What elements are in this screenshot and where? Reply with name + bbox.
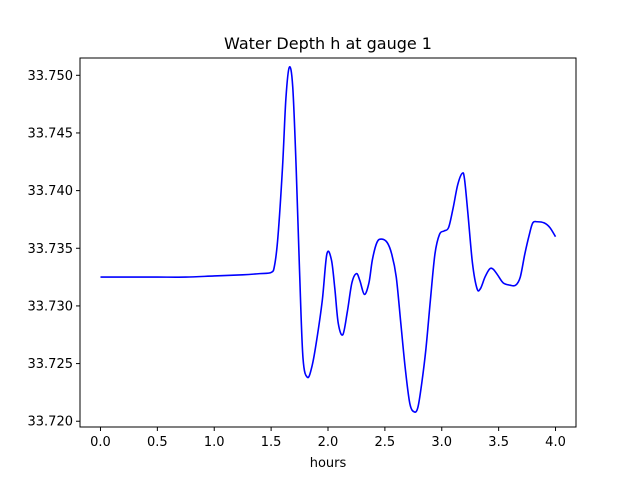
y-axis: 33.720 33.725 33.730 33.735 33.740 33.745 33.7… bbox=[28, 69, 80, 430]
y-tick-label: 33.725 bbox=[28, 357, 74, 372]
x-tick-label: 0.5 bbox=[147, 435, 168, 450]
y-tick-label: 33.745 bbox=[28, 126, 74, 141]
x-tick-label: 3.5 bbox=[488, 435, 509, 450]
x-tick-label: 3.0 bbox=[431, 435, 452, 450]
x-tick-label: 1.0 bbox=[204, 435, 225, 450]
y-tick-label: 33.740 bbox=[28, 184, 74, 199]
plot-frame bbox=[79, 57, 577, 428]
x-tick-label: 4.0 bbox=[545, 435, 566, 450]
x-axis-label: hours bbox=[310, 456, 347, 471]
series-line bbox=[100, 66, 557, 413]
x-tick-label: 2.0 bbox=[318, 435, 339, 450]
x-tick-label: 0.0 bbox=[90, 435, 111, 450]
x-tick-label: 2.5 bbox=[375, 435, 396, 450]
chart-title: Water Depth h at gauge 1 bbox=[224, 34, 432, 53]
plot-area bbox=[79, 57, 577, 428]
x-tick-label: 1.5 bbox=[261, 435, 282, 450]
y-tick-label: 33.730 bbox=[28, 299, 74, 314]
x-axis: 0.0 0.5 1.0 1.5 2.0 2.5 3.0 3.5 4.0 bbox=[90, 427, 566, 450]
y-tick-label: 33.720 bbox=[28, 415, 74, 430]
y-tick-label: 33.750 bbox=[28, 69, 74, 84]
y-tick-label: 33.735 bbox=[28, 242, 74, 257]
